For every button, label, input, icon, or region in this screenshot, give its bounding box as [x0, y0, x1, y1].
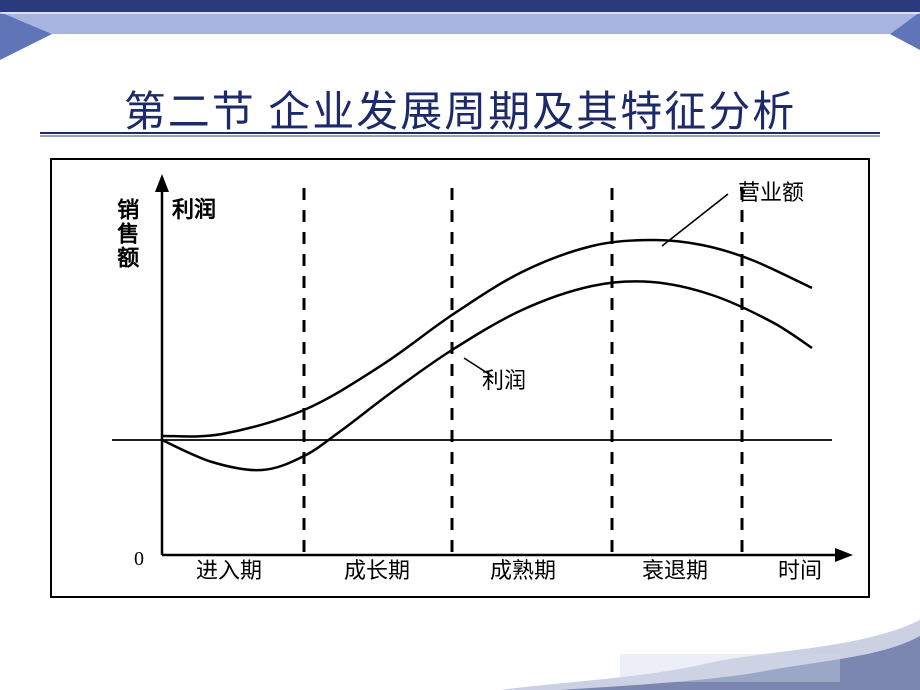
y-axis-sublabel-text: 利润	[172, 198, 196, 222]
top-frame-decoration	[0, 0, 920, 60]
bottom-frame-decoration	[0, 610, 920, 690]
lifecycle-chart: 销售额 利润 0 时间 进入期 成长期 成熟期 衰退期 营业额 利润	[50, 158, 870, 598]
curve-label-profit: 利润	[482, 368, 526, 393]
curve-label-revenue: 营业额	[738, 180, 804, 205]
chart-svg	[52, 160, 872, 600]
slide-title: 第二节 企业发展周期及其特征分析	[0, 78, 920, 139]
x-axis-label: 时间	[778, 558, 822, 583]
origin-label: 0	[134, 548, 144, 571]
phase-label-decline: 衰退期	[642, 558, 708, 583]
slide: 第二节 企业发展周期及其特征分析 销售额 利润 0 时间 进入期 成长期 成熟期…	[0, 0, 920, 690]
phase-label-maturity: 成熟期	[490, 558, 556, 583]
y-axis-sublabel: 利润	[172, 198, 196, 222]
y-axis-label: 销售额	[114, 198, 139, 270]
phase-label-growth: 成长期	[344, 558, 410, 583]
title-underline	[40, 132, 880, 138]
phase-label-entry: 进入期	[196, 558, 262, 583]
